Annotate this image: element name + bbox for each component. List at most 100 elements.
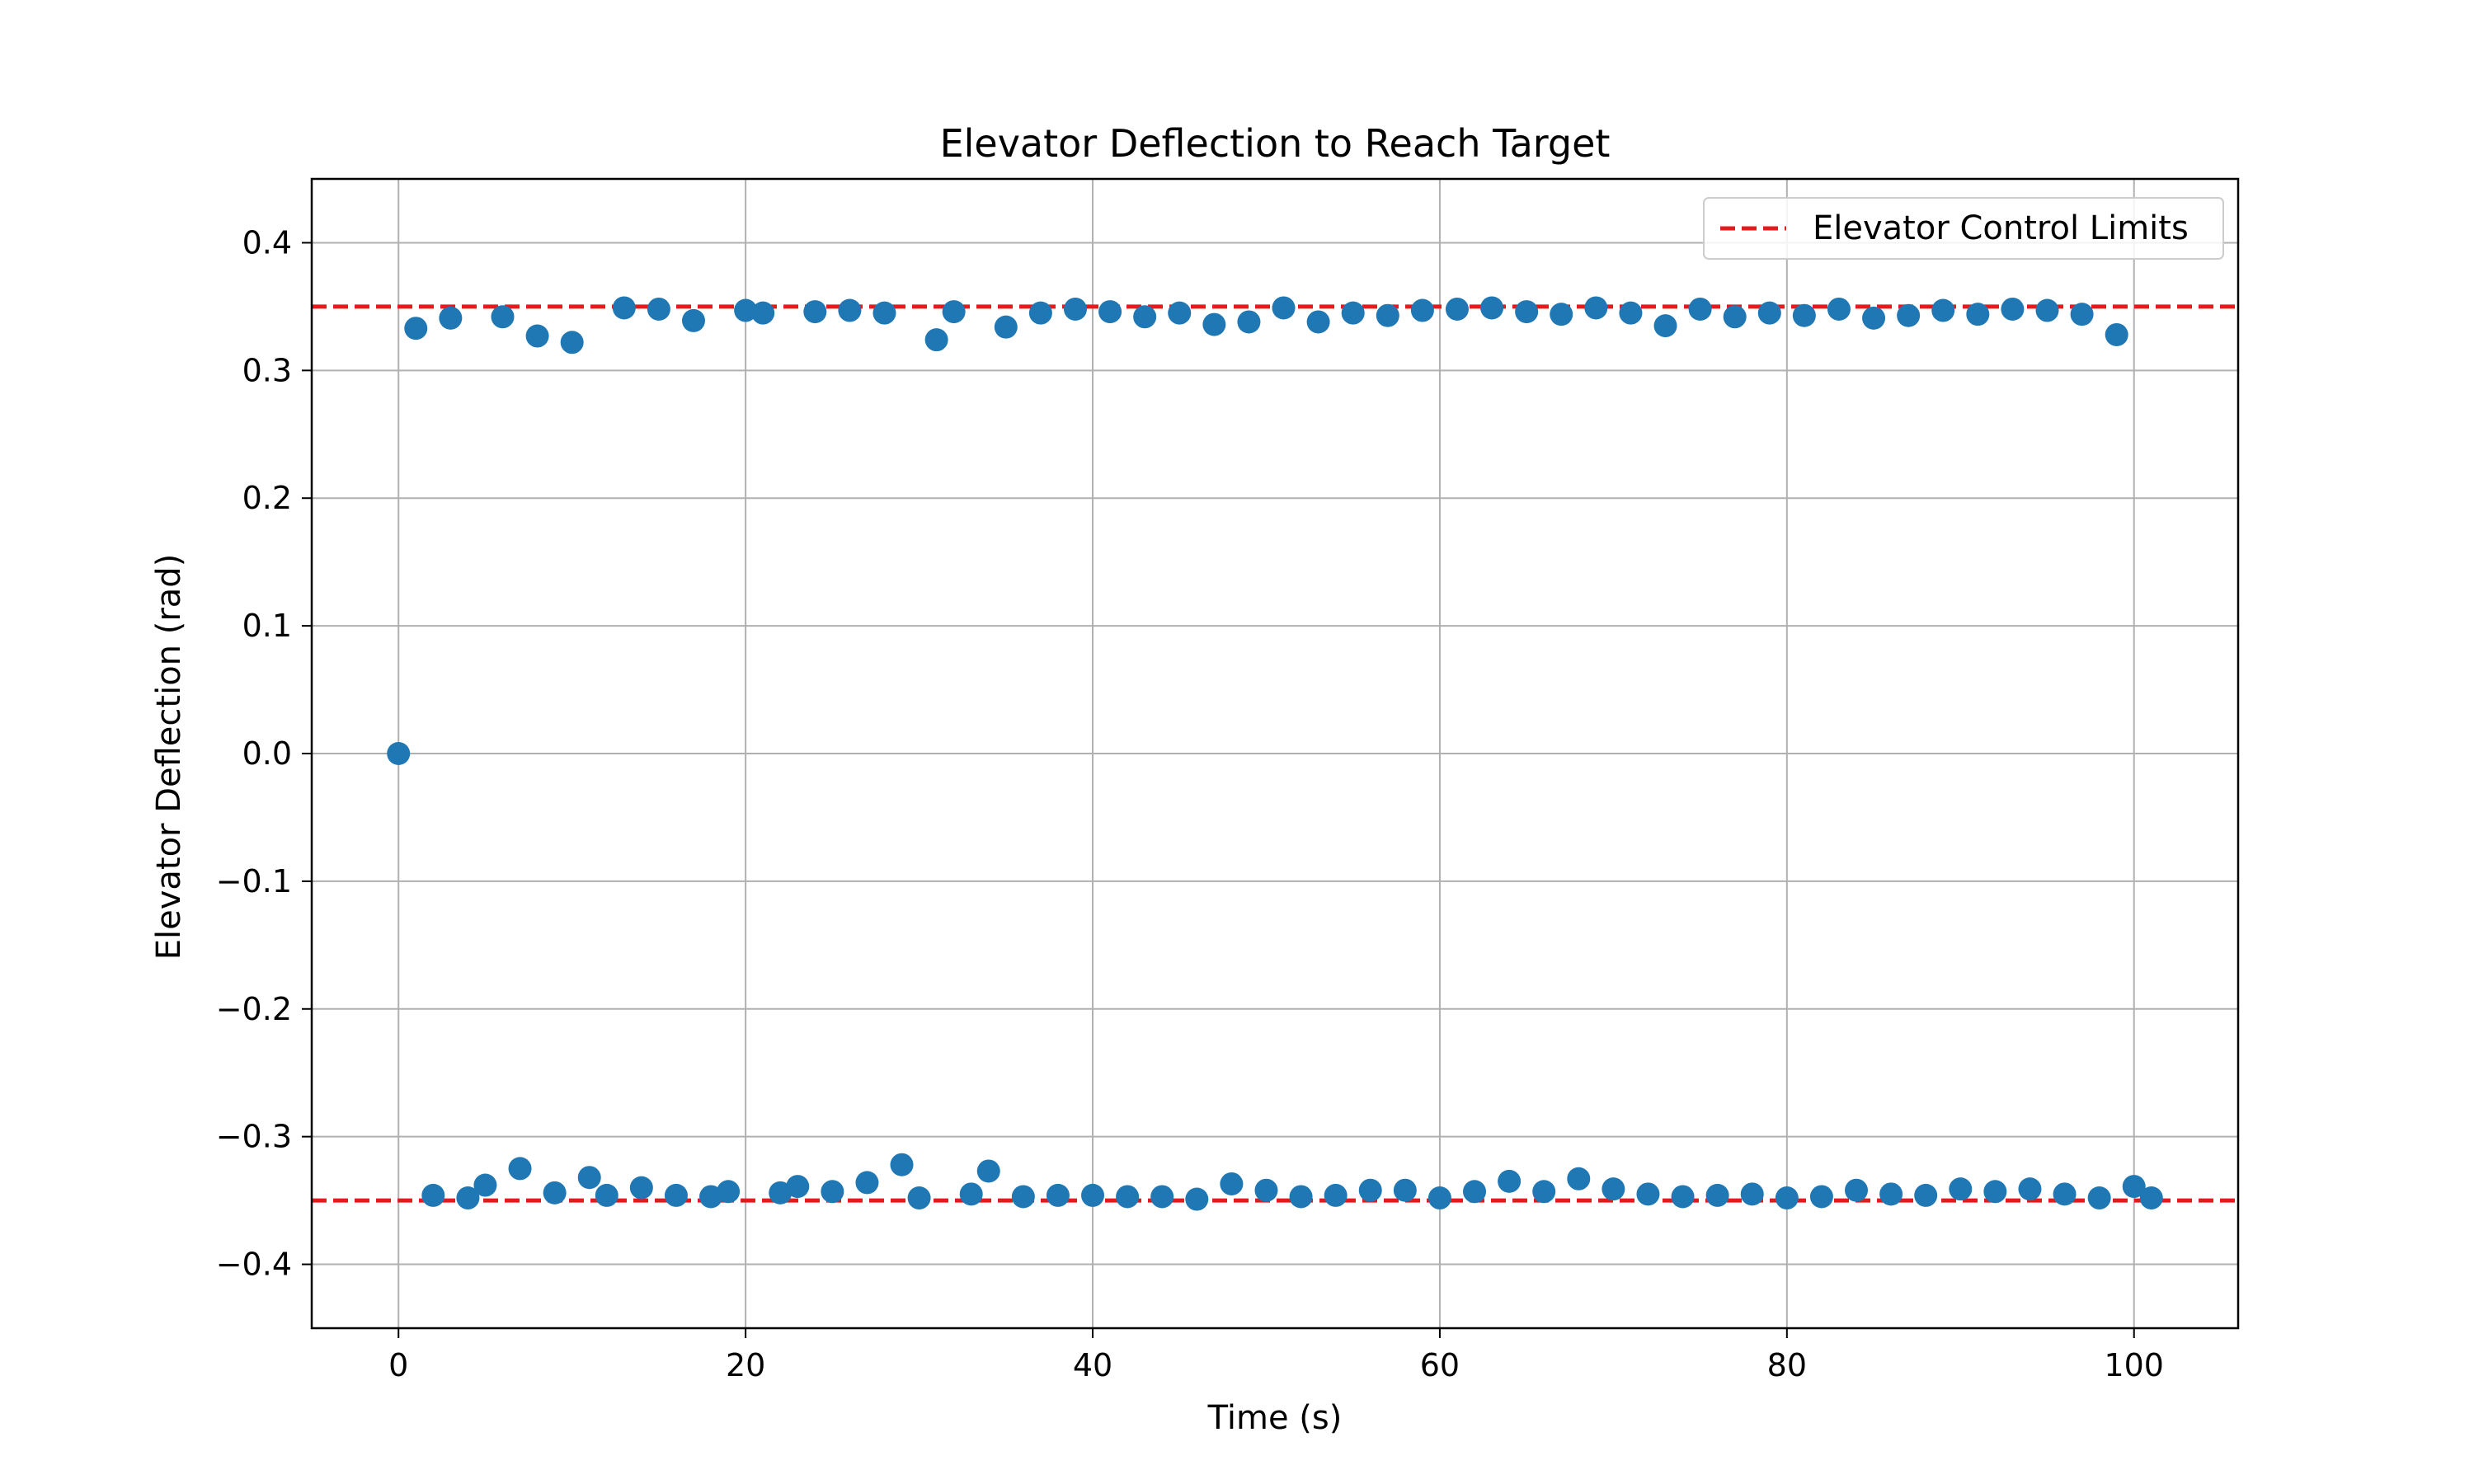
data-point bbox=[1427, 1186, 1451, 1210]
data-point bbox=[1028, 301, 1052, 325]
data-point bbox=[2139, 1186, 2163, 1210]
data-point bbox=[1463, 1180, 1487, 1204]
data-point bbox=[942, 300, 966, 324]
data-point bbox=[1688, 297, 1712, 321]
data-point bbox=[821, 1180, 844, 1204]
data-point bbox=[1185, 1187, 1209, 1211]
x-tick-label: 40 bbox=[1073, 1347, 1112, 1383]
x-tick-label: 20 bbox=[726, 1347, 765, 1383]
data-point bbox=[1498, 1169, 1522, 1193]
data-point bbox=[1168, 301, 1192, 325]
chart-title: Elevator Deflection to Reach Target bbox=[940, 121, 1611, 166]
data-point bbox=[1011, 1185, 1035, 1209]
data-point bbox=[2087, 1186, 2111, 1210]
legend: Elevator Control Limits bbox=[1703, 197, 2224, 260]
data-point bbox=[924, 328, 948, 352]
data-point bbox=[1827, 297, 1851, 321]
y-tick-label: −0.1 bbox=[216, 863, 292, 899]
y-tick-label: 0.2 bbox=[242, 480, 292, 516]
data-point bbox=[1723, 305, 1747, 329]
data-point bbox=[1792, 303, 1816, 327]
data-point bbox=[1202, 312, 1226, 336]
data-point bbox=[577, 1166, 601, 1190]
data-point bbox=[1757, 301, 1781, 325]
data-point bbox=[1550, 303, 1573, 326]
data-point bbox=[1636, 1182, 1660, 1206]
data-point bbox=[1567, 1167, 1591, 1190]
data-point bbox=[1515, 300, 1539, 324]
data-point bbox=[769, 1181, 793, 1205]
data-point bbox=[1897, 303, 1921, 327]
data-point bbox=[1393, 1178, 1417, 1202]
data-point bbox=[1914, 1183, 1938, 1207]
data-point bbox=[664, 1183, 688, 1207]
x-tick-label: 60 bbox=[1420, 1347, 1460, 1383]
data-point bbox=[1098, 300, 1122, 324]
data-point bbox=[1220, 1172, 1244, 1195]
data-point bbox=[838, 298, 862, 322]
data-point bbox=[1480, 296, 1504, 320]
data-point bbox=[2105, 322, 2128, 346]
data-point bbox=[1619, 301, 1643, 325]
x-axis-label: Time (s) bbox=[1207, 1399, 1343, 1437]
y-tick-label: −0.2 bbox=[216, 991, 292, 1027]
data-point bbox=[2001, 297, 2025, 321]
data-point bbox=[1081, 1183, 1105, 1207]
data-point bbox=[1063, 297, 1087, 321]
data-point bbox=[1809, 1185, 1833, 1209]
data-point bbox=[2070, 303, 2094, 326]
data-point bbox=[1237, 310, 1261, 334]
data-point bbox=[525, 324, 549, 348]
data-point bbox=[2035, 298, 2059, 322]
data-point bbox=[2053, 1182, 2077, 1206]
y-tick-label: −0.4 bbox=[216, 1247, 292, 1283]
data-point bbox=[1358, 1178, 1382, 1202]
data-point bbox=[456, 1186, 480, 1210]
data-point bbox=[508, 1157, 532, 1181]
y-tick-label: 0.3 bbox=[242, 352, 292, 388]
y-tick-label: −0.3 bbox=[216, 1119, 292, 1155]
data-point bbox=[734, 298, 758, 322]
data-point bbox=[1324, 1183, 1348, 1207]
data-point bbox=[1671, 1185, 1695, 1209]
data-point bbox=[751, 301, 775, 325]
data-point bbox=[560, 331, 584, 355]
data-point bbox=[629, 1176, 653, 1200]
data-point bbox=[1983, 1180, 2007, 1204]
data-point bbox=[1931, 298, 1955, 322]
data-point bbox=[404, 317, 428, 340]
data-point bbox=[1705, 1183, 1729, 1207]
x-axis-ticks: 0 20 40 60 80 100 bbox=[388, 1328, 2164, 1383]
data-point bbox=[1584, 296, 1608, 320]
data-point bbox=[612, 296, 636, 320]
data-point bbox=[543, 1181, 567, 1205]
data-point bbox=[855, 1171, 879, 1195]
data-point bbox=[1653, 314, 1677, 338]
data-point bbox=[994, 315, 1018, 339]
data-point bbox=[1306, 310, 1330, 334]
data-point bbox=[803, 300, 827, 324]
data-point bbox=[491, 305, 515, 329]
data-point bbox=[1966, 303, 1990, 326]
data-point bbox=[717, 1180, 741, 1204]
data-point bbox=[786, 1175, 810, 1199]
data-point bbox=[2018, 1177, 2042, 1201]
y-tick-label: 0.1 bbox=[242, 608, 292, 644]
data-point bbox=[1862, 306, 1886, 330]
data-point bbox=[1532, 1180, 1556, 1204]
data-point bbox=[439, 306, 463, 330]
grid bbox=[312, 179, 2238, 1328]
data-point bbox=[1410, 298, 1434, 322]
x-tick-label: 100 bbox=[2104, 1347, 2164, 1383]
x-tick-label: 80 bbox=[1767, 1347, 1807, 1383]
data-point bbox=[1289, 1185, 1313, 1209]
data-point bbox=[681, 308, 705, 332]
data-point bbox=[1740, 1182, 1764, 1206]
data-point bbox=[1445, 297, 1469, 321]
data-point bbox=[699, 1185, 723, 1209]
data-point bbox=[2122, 1175, 2146, 1199]
y-tick-label: 0.4 bbox=[242, 224, 292, 261]
data-point bbox=[1254, 1178, 1278, 1202]
data-point bbox=[1949, 1177, 1973, 1201]
